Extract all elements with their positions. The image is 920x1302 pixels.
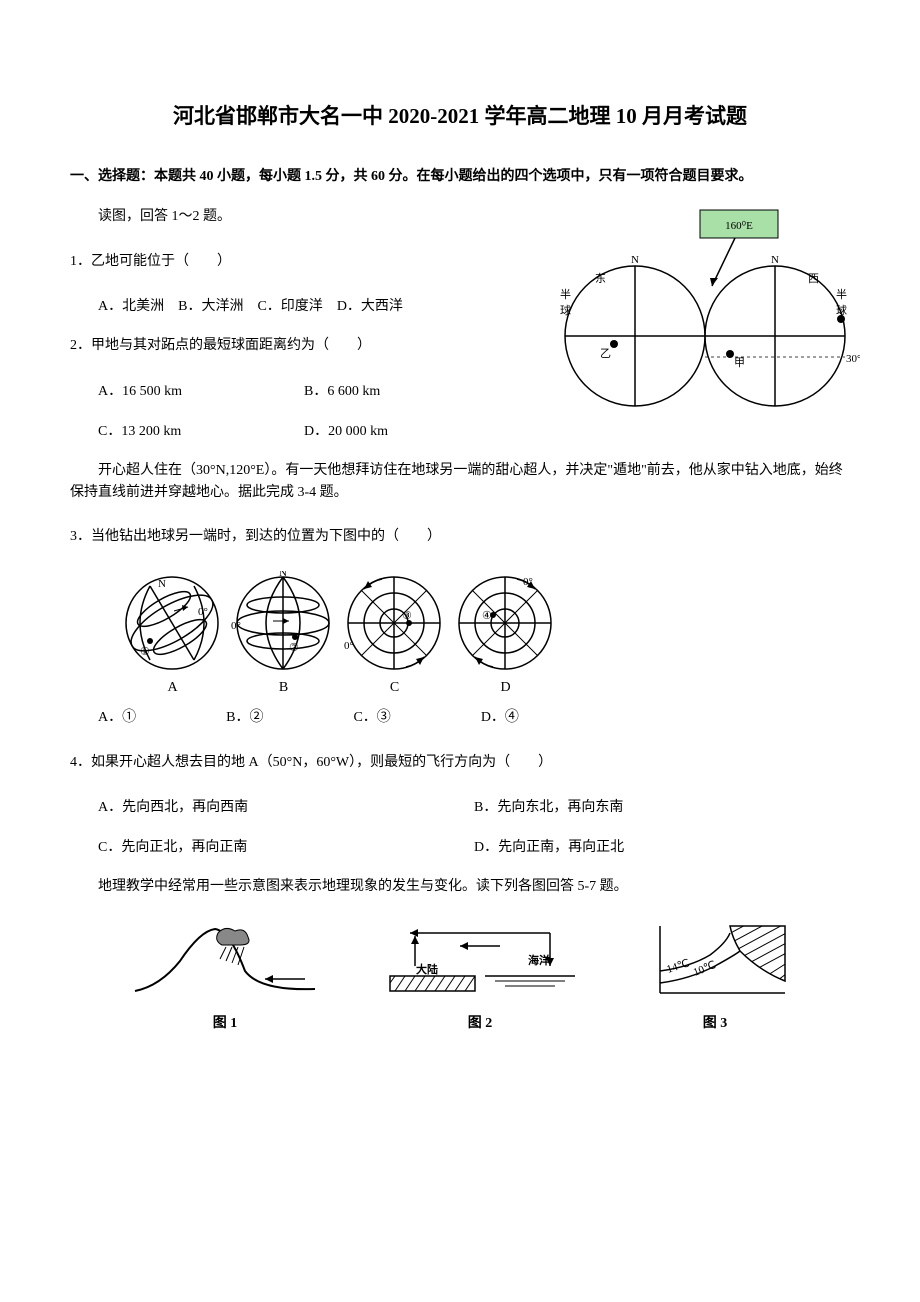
globe-figures: N 0° ① A N 0° ② <box>120 571 850 696</box>
q2-text: 2．甲地与其对跖点的最短球面距离约为（ ） <box>70 335 510 357</box>
globe-A: N 0° ① A <box>120 571 225 696</box>
svg-text:30° S: 30° S <box>846 353 860 365</box>
svg-text:①: ① <box>140 646 150 658</box>
svg-text:0°: 0° <box>231 620 241 632</box>
fig3-caption: 图 3 <box>640 1012 790 1032</box>
q4-B: B．先向东北，再向东南 <box>474 796 623 816</box>
fig2-caption: 图 2 <box>380 1012 580 1032</box>
svg-text:④: ④ <box>482 610 492 622</box>
svg-text:②: ② <box>289 642 299 654</box>
svg-text:半: 半 <box>836 287 847 301</box>
globe-C-letter: C <box>390 680 399 696</box>
svg-text:大陆: 大陆 <box>416 962 438 976</box>
svg-text:N: N <box>771 254 779 266</box>
q2-A: A．16 500 km <box>98 380 304 400</box>
fig1-caption: 图 1 <box>130 1012 320 1032</box>
q1-text: 1．乙地可能位于（ ） <box>70 251 510 273</box>
intro-3: 地理教学中经常用一些示意图来表示地理现象的发生与变化。读下列各图回答 5-7 题… <box>70 876 850 898</box>
q1-D: D．大西洋 <box>337 299 403 314</box>
q1-B: B．大洋洲 <box>178 299 243 314</box>
q4-D: D．先向正南，再向正北 <box>474 836 624 856</box>
q3-B: B．② <box>226 706 263 726</box>
svg-text:③: ③ <box>402 610 412 622</box>
globe-B: N 0° ② B <box>231 571 336 696</box>
svg-text:N: N <box>631 254 639 266</box>
globe-C: ③ 0° C <box>342 571 447 696</box>
globe-D: ④ 0° D <box>453 571 558 696</box>
svg-text:160⁰E: 160⁰E <box>725 220 753 232</box>
svg-text:海洋: 海洋 <box>528 953 550 967</box>
svg-text:东: 东 <box>595 272 606 285</box>
globe-B-letter: B <box>279 680 288 696</box>
q2-C: C．13 200 km <box>98 420 304 440</box>
diagram-globes-right: 160⁰E N 东 半 球 乙 N 西 半 球 甲 30° <box>540 206 860 426</box>
q3-D: D．④ <box>481 706 519 726</box>
section-instruction: 一、选择题：本题共 40 小题，每小题 1.5 分，共 60 分。在每小题给出的… <box>70 166 850 188</box>
svg-text:0°: 0° <box>344 640 354 652</box>
svg-text:乙: 乙 <box>600 347 611 360</box>
q2-B: B．6 600 km <box>304 380 380 400</box>
fig-2: 大陆 海洋 图 2 <box>380 921 580 1032</box>
globe-D-letter: D <box>500 680 510 696</box>
fig-3: 14℃ 10℃ 图 3 <box>640 921 790 1032</box>
q1-A: A．北美洲 <box>98 299 164 314</box>
intro-2: 开心超人住在（30°N,120°E）。有一天他想拜访住在地球另一端的甜心超人，并… <box>70 460 850 505</box>
q4-options-row1: A．先向西北，再向西南 B．先向东北，再向东南 <box>70 796 850 816</box>
globe-A-letter: A <box>167 680 177 696</box>
svg-text:半: 半 <box>560 287 571 301</box>
q1-C: C．印度洋 <box>257 299 322 314</box>
q3-A: A．① <box>98 706 136 726</box>
page-title: 河北省邯郸市大名一中 2020-2021 学年高二地理 10 月月考试题 <box>70 100 850 130</box>
q3-text: 3．当他钻出地球另一端时，到达的位置为下图中的（ ） <box>70 526 850 548</box>
q4-C: C．先向正北，再向正南 <box>98 836 474 856</box>
q3-C: C．③ <box>353 706 390 726</box>
q1-options: A．北美洲 B．大洋洲 C．印度洋 D．大西洋 <box>70 295 510 315</box>
q4-text: 4．如果开心超人想去目的地 A（50°N，60°W），则最短的飞行方向为（ ） <box>70 752 850 774</box>
svg-text:西: 西 <box>808 273 819 285</box>
svg-text:0°: 0° <box>198 606 208 618</box>
q4-A: A．先向西北，再向西南 <box>98 796 474 816</box>
svg-text:14℃: 14℃ <box>665 957 691 976</box>
fig-1: 图 1 <box>130 921 320 1032</box>
q2-options-row2: C．13 200 km D．20 000 km <box>70 420 510 440</box>
three-figures: 图 1 大陆 <box>70 921 850 1032</box>
svg-text:N: N <box>158 578 166 590</box>
svg-text:甲: 甲 <box>734 357 745 369</box>
svg-text:球: 球 <box>560 303 571 317</box>
q4-options-row2: C．先向正北，再向正南 D．先向正南，再向正北 <box>70 836 850 856</box>
svg-text:球: 球 <box>836 303 847 317</box>
q3-options: A．① B．② C．③ D．④ <box>70 706 850 726</box>
q2-D: D．20 000 km <box>304 420 388 440</box>
q2-options-row1: A．16 500 km B．6 600 km <box>70 380 510 400</box>
